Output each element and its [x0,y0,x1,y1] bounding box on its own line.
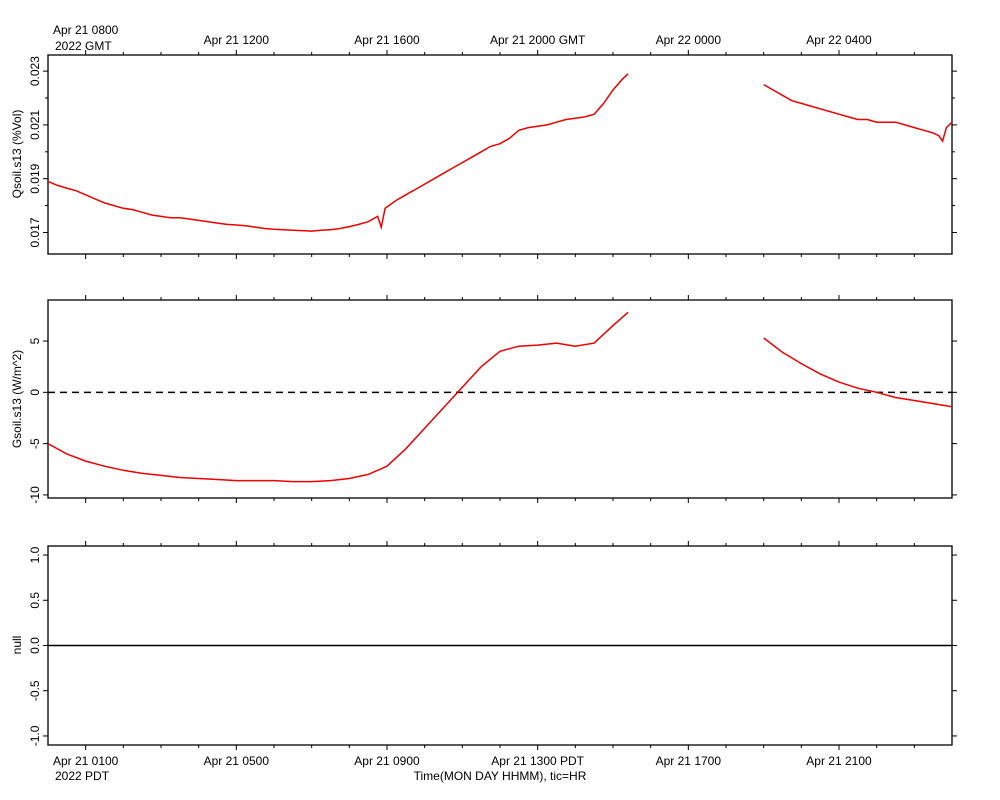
series-line [763,83,953,143]
bottom-tick-label: Apr 21 0500 [204,754,270,768]
y-tick-label: 0.019 [28,163,42,193]
series-line [47,73,629,232]
bottom-tick-label: Apr 21 0100 [53,754,119,768]
top-tick-label: Apr 22 0400 [806,33,872,47]
panel-1-frame [47,54,953,255]
panel-3-y-label: null [10,636,24,655]
bottom-tick-label: Apr 21 1700 [656,754,722,768]
panel-2-frame [47,299,953,499]
y-tick-label: 0.023 [28,56,42,86]
series-line [47,311,629,483]
y-tick-label: 0.021 [28,110,42,140]
top-year-label: 2022 GMT [55,39,112,53]
y-tick-label: 5 [28,337,42,344]
y-tick-label: -10 [28,486,42,504]
y-tick-label: 0.0 [28,637,42,654]
panel-2-y-label: Gsoil.s13 (W/m^2) [10,350,24,448]
y-tick-label: 0 [28,389,42,396]
y-tick-label: -0.5 [28,680,42,701]
x-axis-title: Time(MON DAY HHMM), tic=HR [414,769,587,783]
bottom-tick-label: Apr 21 1300 PDT [491,754,584,768]
top-tick-label: Apr 21 0800 [53,23,119,37]
top-tick-label: Apr 22 0000 [656,33,722,47]
top-tick-label: Apr 21 2000 GMT [490,33,586,47]
y-tick-label: 1.0 [28,546,42,563]
bottom-tick-label: Apr 21 2100 [806,754,872,768]
y-tick-label: 0.017 [28,217,42,247]
top-tick-label: Apr 21 1600 [354,33,420,47]
panel-1-y-label: Qsoil.s13 (%Vol) [10,110,24,199]
series-line [763,337,953,408]
top-tick-label: Apr 21 1200 [204,33,270,47]
y-tick-label: -1.0 [28,725,42,746]
bottom-tick-label: Apr 21 0900 [354,754,420,768]
y-tick-label: -5 [28,438,42,449]
y-tick-label: 0.5 [28,592,42,609]
bottom-year-label: 2022 PDT [55,769,110,783]
